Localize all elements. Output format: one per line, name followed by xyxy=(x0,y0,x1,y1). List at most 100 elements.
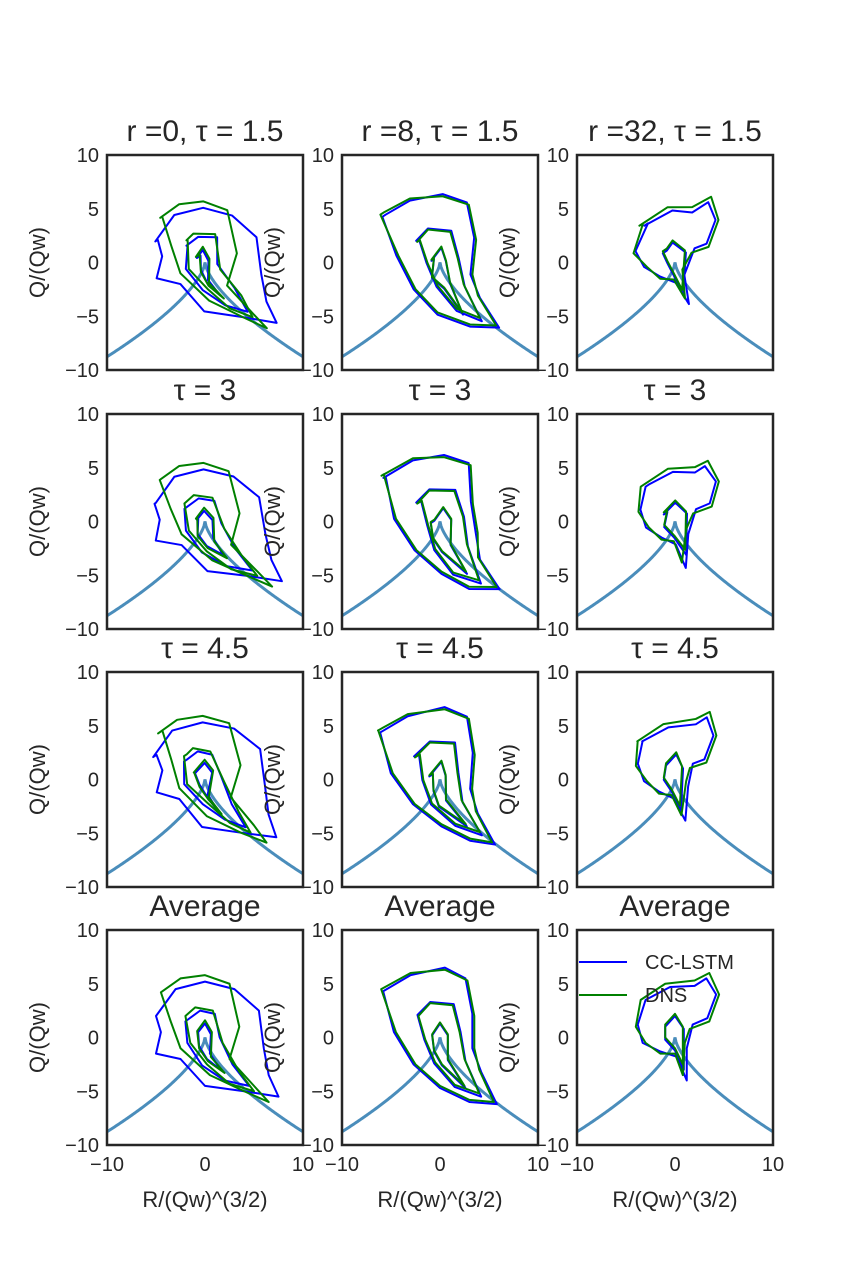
y-axis-label: Q/(Qw) xyxy=(495,1002,520,1073)
y-tick-label: 5 xyxy=(558,458,569,480)
x-tick-label: −10 xyxy=(325,1154,359,1176)
axes-frame xyxy=(105,153,305,372)
axes-frame xyxy=(105,928,305,1147)
y-tick-label: 0 xyxy=(323,1028,334,1050)
plot-area xyxy=(577,972,773,1134)
contour-dns-2 xyxy=(430,245,464,314)
panel-r1-c0: τ = 3 10 5 0 −5 −10 Q/(Qw) xyxy=(25,374,305,641)
vieillefosse-line xyxy=(342,262,538,359)
plot-area xyxy=(342,706,538,876)
panel-r1-c1: τ = 3 10 5 0 −5 −10 Q/(Qw) xyxy=(260,374,540,641)
contour-dns-0 xyxy=(377,708,494,844)
contour-cc-lstm-0 xyxy=(155,980,280,1098)
contour-dns-0 xyxy=(158,461,274,588)
plot-area xyxy=(107,200,303,359)
legend: CC-LSTM DNS xyxy=(579,952,734,1007)
y-axis-label: Q/(Qw) xyxy=(495,227,520,298)
axes-frame xyxy=(340,412,540,631)
y-tick-label: 5 xyxy=(558,716,569,738)
y-tick-label: −10 xyxy=(300,877,334,899)
y-tick-label: 0 xyxy=(88,512,99,534)
y-tick-label: 10 xyxy=(77,145,99,167)
contour-dns-0 xyxy=(637,459,720,564)
y-tick-label: −5 xyxy=(546,1081,569,1103)
y-axis-label: Q/(Qw) xyxy=(495,744,520,815)
contour-dns-2 xyxy=(428,759,467,826)
y-tick-label: −10 xyxy=(65,619,99,641)
axes-frame xyxy=(575,412,775,631)
contour-dns-2 xyxy=(429,506,468,573)
legend-label: CC-LSTM xyxy=(645,952,734,974)
x-tick-label: 0 xyxy=(669,1154,680,1176)
plot-area xyxy=(342,193,538,359)
y-tick-label: −5 xyxy=(546,565,569,587)
contour-cc-lstm-1 xyxy=(184,235,249,313)
contour-cc-lstm-0 xyxy=(382,966,498,1106)
x-tick-label: −10 xyxy=(90,1154,124,1176)
contour-dns-1 xyxy=(662,751,684,807)
contour-cc-lstm-0 xyxy=(639,465,717,569)
y-tick-label: −10 xyxy=(300,360,334,382)
y-tick-label: 10 xyxy=(77,920,99,942)
x-tick-label: −10 xyxy=(560,1154,594,1176)
y-tick-label: 5 xyxy=(88,716,99,738)
plot-area xyxy=(577,195,773,359)
y-tick-label: 10 xyxy=(547,662,569,684)
plot-area xyxy=(107,974,303,1134)
y-tick-label: −5 xyxy=(311,306,334,328)
y-tick-label: 5 xyxy=(323,199,334,221)
vieillefosse-line xyxy=(342,521,538,618)
contour-dns-0 xyxy=(634,710,718,817)
y-axis-label: Q/(Qw) xyxy=(260,1002,285,1073)
x-tick-label: 0 xyxy=(434,1154,445,1176)
panel-title: τ = 3 xyxy=(644,374,707,407)
contour-dns-2 xyxy=(194,245,225,300)
contour-dns-0 xyxy=(157,714,268,844)
contour-dns-0 xyxy=(380,456,498,588)
y-tick-label: −5 xyxy=(76,565,99,587)
panel-r3-c1: Average 10 5 0 −5 −10 Q/(Qw) −10 0 10 R/(Qw)^(3/2) xyxy=(260,890,549,1212)
panel-title: r =0, τ = 1.5 xyxy=(127,115,284,148)
panel-r0-c1: r =8, τ = 1.5 10 5 0 −5 −10 Q/(Qw) xyxy=(260,115,540,382)
y-tick-label: 5 xyxy=(88,458,99,480)
y-tick-label: 5 xyxy=(323,974,334,996)
contour-cc-lstm-0 xyxy=(154,206,278,324)
contour-dns-1 xyxy=(184,1006,255,1093)
vieillefosse-line xyxy=(577,779,773,876)
x-tick-label: 10 xyxy=(292,1154,314,1176)
y-tick-label: −10 xyxy=(65,360,99,382)
axes-frame xyxy=(575,153,775,372)
contour-cc-lstm-0 xyxy=(636,977,718,1082)
y-tick-label: 0 xyxy=(558,512,569,534)
vieillefosse-line xyxy=(342,1037,538,1134)
axes-frame xyxy=(105,670,305,889)
y-tick-label: −10 xyxy=(535,360,569,382)
x-tick-label: 10 xyxy=(762,1154,784,1176)
y-tick-label: 0 xyxy=(88,770,99,792)
vieillefosse-line xyxy=(577,262,773,359)
axes-frame xyxy=(575,670,775,889)
plot-area xyxy=(342,454,538,618)
panel-title: τ = 4.5 xyxy=(631,632,719,665)
y-tick-label: −5 xyxy=(76,1081,99,1103)
contour-dns-1 xyxy=(185,232,254,319)
y-tick-label: −10 xyxy=(300,619,334,641)
panel-title: Average xyxy=(149,890,260,923)
y-tick-label: 5 xyxy=(88,199,99,221)
contour-dns-0 xyxy=(380,968,495,1103)
contour-dns-1 xyxy=(414,741,481,834)
legend-label: DNS xyxy=(645,985,687,1007)
y-tick-label: 0 xyxy=(323,253,334,275)
panel-r0-c2: r =32, τ = 1.5 10 5 0 −5 −10 Q/(Qw) xyxy=(495,115,775,382)
y-tick-label: 10 xyxy=(77,404,99,426)
vieillefosse-line xyxy=(107,521,303,618)
y-tick-label: 5 xyxy=(323,716,334,738)
y-axis-label: Q/(Qw) xyxy=(260,227,285,298)
panel-title: r =8, τ = 1.5 xyxy=(362,115,519,148)
y-tick-label: 0 xyxy=(88,1028,99,1050)
panel-r2-c1: τ = 4.5 10 5 0 −5 −10 Q/(Qw) xyxy=(260,632,540,899)
y-axis-label: Q/(Qw) xyxy=(495,486,520,557)
y-tick-label: 0 xyxy=(558,253,569,275)
panel-title: τ = 3 xyxy=(174,374,237,407)
